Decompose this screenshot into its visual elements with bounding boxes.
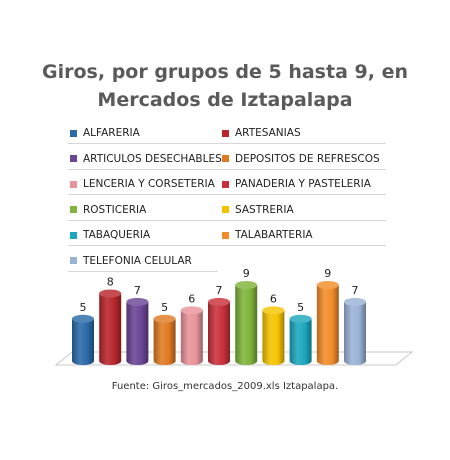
legend-label: LENCERIA Y CORSETERIA [83, 178, 215, 190]
legend-label: TELEFONIA CELULAR [83, 254, 192, 267]
data-label: 6 [188, 292, 195, 305]
bar-top [344, 297, 366, 306]
data-label: 5 [297, 301, 304, 314]
legend-swatch [70, 155, 77, 162]
data-label: 7 [216, 284, 223, 297]
legend-swatch [70, 231, 77, 239]
data-label: 5 [80, 301, 87, 314]
legend-item: DEPOSITOS DE REFRESCOS [222, 150, 380, 168]
legend-row-divider [68, 219, 386, 221]
legend-item: ARTICULOS DESECHABLES [70, 150, 222, 168]
bar-body [99, 293, 122, 365]
bar-tabaqueria [289, 314, 312, 365]
legend-row-divider [68, 168, 386, 170]
bar-artesanias [99, 289, 122, 365]
legend-label: PANADERIA Y PASTELERIA [235, 178, 371, 190]
legend-row-divider [68, 143, 386, 144]
bar-articulos-desechables [126, 297, 149, 365]
bar-top [153, 314, 176, 323]
data-label: 9 [243, 267, 250, 280]
bar-depositos-de-refrescos [153, 314, 176, 365]
bar-sastreria [262, 306, 285, 365]
bar-body [289, 318, 312, 365]
legend-row-divider [68, 270, 218, 272]
legend-swatch [70, 180, 77, 188]
legend-item: ARTESANIAS [222, 124, 301, 142]
legend-item: ROSTICERIA [70, 201, 146, 219]
data-label: 7 [134, 284, 141, 297]
legend-row-divider [68, 245, 386, 246]
legend-item: TABAQUERIA [70, 226, 150, 244]
legend-swatch [222, 206, 229, 213]
bar-panaderia-y-pasteleria [208, 297, 230, 365]
legend-label: TABAQUERIA [83, 229, 151, 241]
bar-body [126, 301, 149, 365]
bar-body [262, 310, 285, 365]
legend-label: ALFARERIA [83, 127, 140, 139]
bar-alfareria [72, 314, 94, 365]
data-label: 5 [161, 301, 168, 314]
bar-body [72, 318, 94, 365]
bar-top [316, 281, 339, 289]
legend-swatch [222, 155, 229, 162]
legend-item: PANADERIA Y PASTELERIA [222, 175, 371, 193]
bar-body [316, 285, 339, 365]
legend-item: LENCERIA Y CORSETERIA [70, 175, 215, 193]
legend-swatch [222, 180, 229, 188]
legend-swatch [70, 129, 77, 137]
bar-top [235, 281, 258, 289]
legend-item: TELEFONIA CELULAR [70, 252, 192, 270]
bar-talabarteria [316, 281, 339, 365]
bar-body [344, 301, 366, 365]
chart-title-line-2: Mercados de Iztapalapa [97, 89, 353, 111]
legend-item: TALABARTERIA [222, 226, 313, 244]
legend-swatch [222, 231, 229, 239]
bar-body [235, 285, 258, 366]
chart-title-line-1: Giros, por grupos de 5 hasta 9, en [42, 61, 408, 83]
bar-rosticeria [235, 281, 258, 366]
legend-item: SASTRERIA [222, 201, 294, 219]
chart-title: Giros, por grupos de 5 hasta 9, en Merca… [0, 58, 450, 114]
bar-body [180, 310, 203, 365]
bar-top [180, 306, 203, 315]
data-label: 7 [352, 284, 359, 297]
bar-lenceria-y-corseteria [180, 306, 203, 365]
bar-body [153, 318, 176, 365]
legend-row-divider [68, 194, 386, 195]
data-label: 9 [324, 267, 331, 280]
bar-top [208, 297, 230, 306]
legend-item: ALFARERIA [70, 124, 140, 142]
legend-swatch [70, 257, 77, 264]
legend-label: SASTRERIA [235, 203, 294, 216]
legend-label: TALABARTERIA [235, 229, 313, 241]
legend-swatch [70, 206, 77, 213]
legend-label: ROSTICERIA [83, 203, 147, 216]
bar-body [208, 301, 230, 365]
data-label: 8 [107, 275, 114, 288]
legend-label: ARTICULOS DESECHABLES [83, 152, 222, 165]
chart-source: Fuente: Giros_mercados_2009.xls Iztapala… [111, 381, 339, 392]
data-label: 6 [270, 292, 277, 305]
bar-top [99, 289, 122, 298]
bar-top [126, 297, 149, 306]
bar-top [262, 306, 285, 315]
bar-telefonia-celular [344, 297, 366, 365]
legend-label: DEPOSITOS DE REFRESCOS [235, 152, 380, 165]
bar-top [72, 314, 94, 323]
legend-label: ARTESANIAS [235, 127, 301, 139]
legend-swatch [222, 129, 229, 137]
bar-top [289, 314, 312, 323]
